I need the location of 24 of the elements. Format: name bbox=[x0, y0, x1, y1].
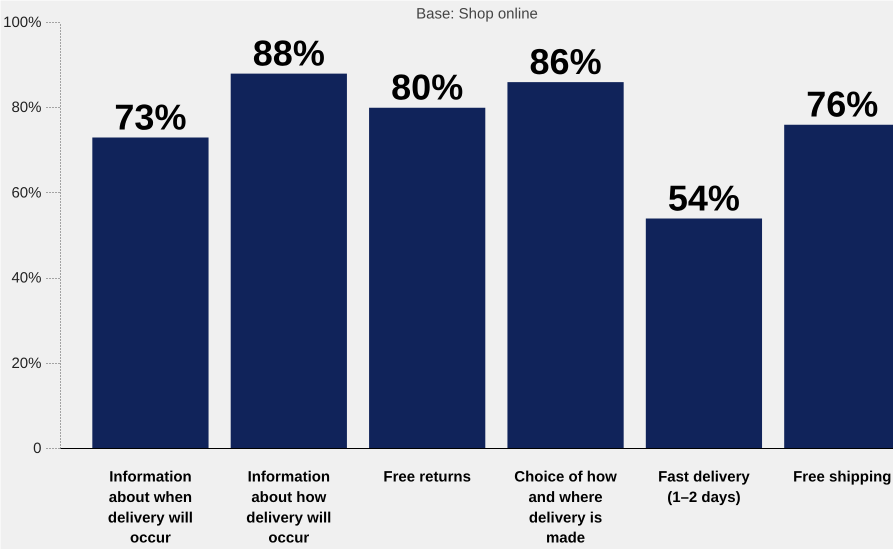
data-label: 76% bbox=[806, 84, 878, 125]
x-tick-label: Fast delivery (1–2 days) bbox=[658, 468, 750, 506]
chart-subtitle: Base: Shop online bbox=[416, 6, 538, 22]
y-tick-label: 80% bbox=[11, 99, 42, 116]
bar bbox=[507, 82, 624, 448]
data-label: 86% bbox=[530, 41, 602, 82]
x-tick-label: Free shipping bbox=[793, 468, 892, 486]
y-tick-label: 0 bbox=[33, 440, 42, 457]
data-label: 88% bbox=[252, 32, 325, 74]
y-tick-label: 100% bbox=[3, 14, 42, 31]
bar bbox=[369, 108, 486, 448]
x-tick-label: Choice of how and where delivery is made bbox=[514, 468, 618, 547]
y-tick-label: 20% bbox=[11, 354, 42, 372]
x-tick-label: Free returns bbox=[383, 468, 471, 486]
bar bbox=[92, 138, 209, 448]
x-tick-label: Information about when delivery will occur bbox=[108, 468, 193, 547]
data-label: 80% bbox=[391, 66, 464, 108]
data-label: 54% bbox=[668, 177, 740, 218]
bar bbox=[230, 74, 347, 448]
bar bbox=[646, 218, 762, 448]
y-tick-label: 60% bbox=[11, 184, 42, 202]
data-label: 73% bbox=[114, 96, 186, 138]
y-tick-label: 40% bbox=[11, 270, 42, 287]
x-tick-label: Information about how delivery will occur bbox=[246, 468, 332, 547]
